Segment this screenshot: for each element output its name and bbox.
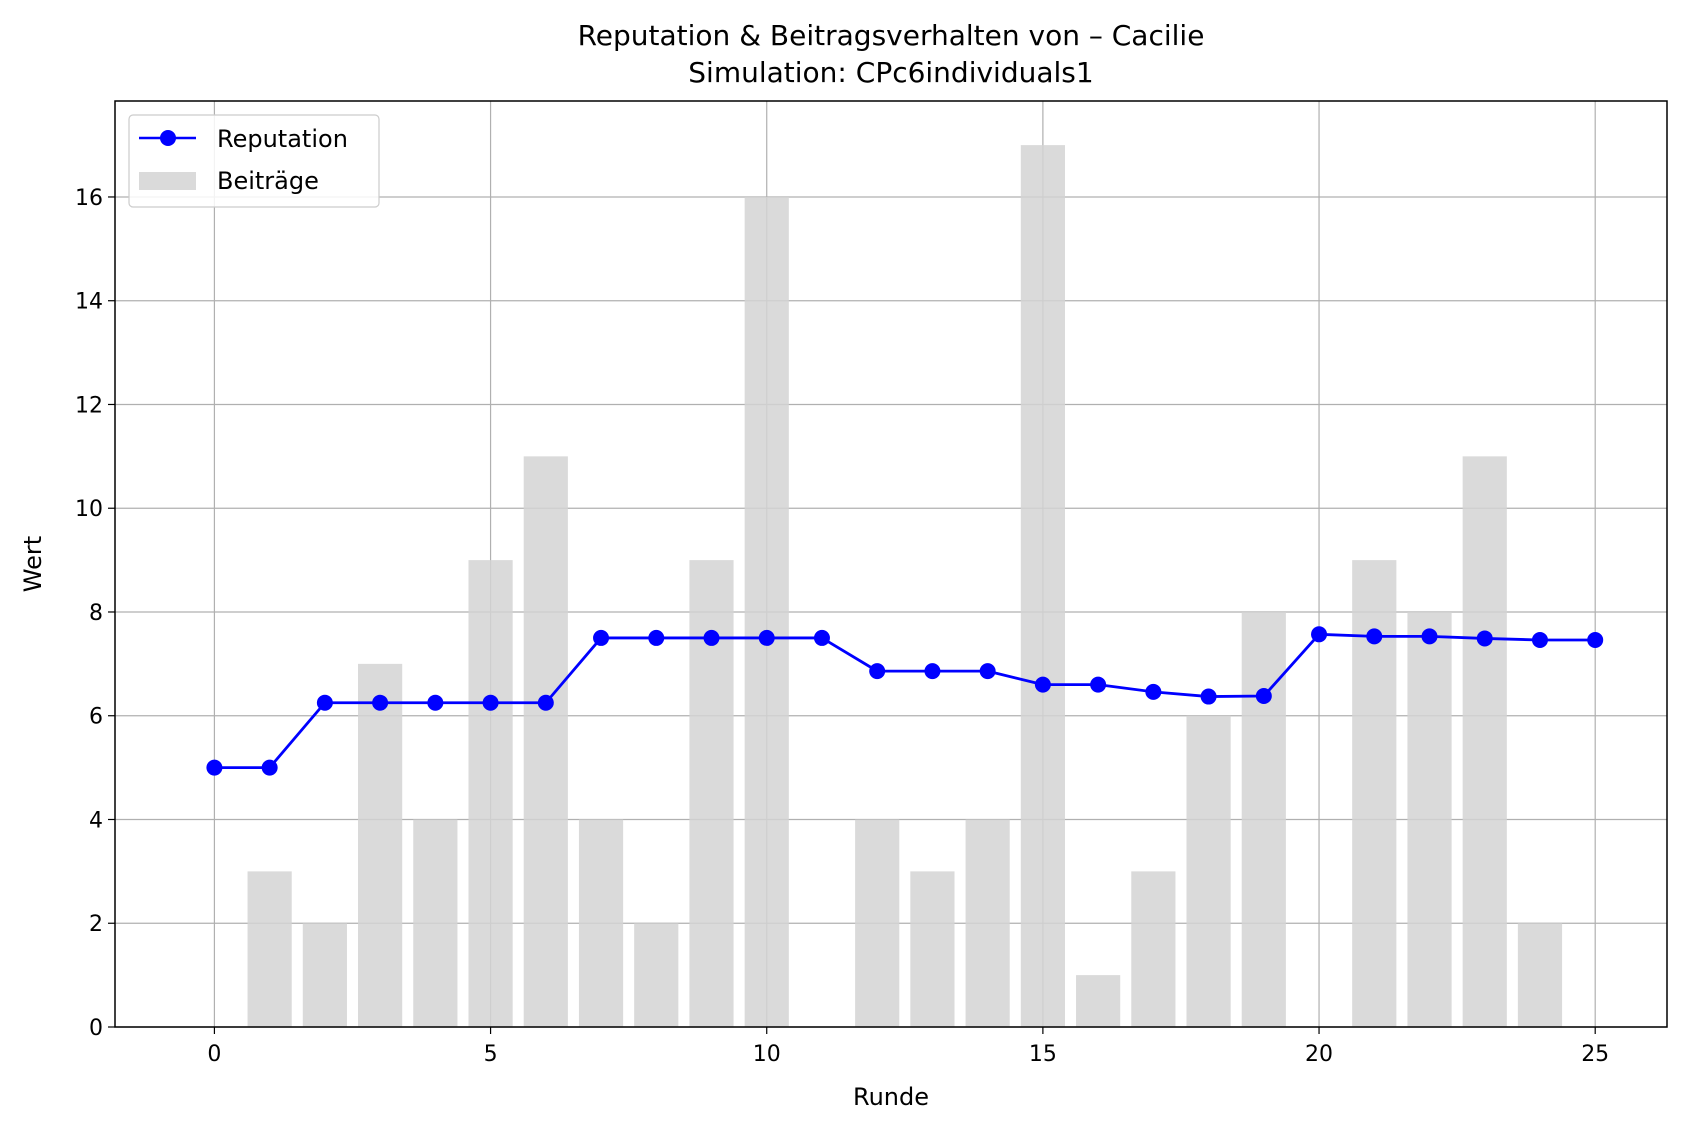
reputation-point	[648, 629, 665, 646]
reputation-point	[869, 663, 886, 680]
contribution-bar	[578, 819, 624, 1027]
reputation-point	[1531, 631, 1548, 648]
y-tick-label: 12	[75, 393, 103, 418]
contribution-bar	[1407, 611, 1452, 1027]
reputation-point	[813, 629, 830, 646]
reputation-point	[537, 694, 554, 711]
contribution-bar	[744, 196, 789, 1027]
y-tick-label: 16	[75, 186, 103, 211]
contribution-bar	[965, 819, 1010, 1027]
x-tick-label: 20	[1305, 1042, 1333, 1067]
reputation-point	[1476, 630, 1493, 647]
axis-ticks: 0 5 10 15 20 25 0 2 4 6 8 10 12 14 16	[75, 186, 1609, 1067]
x-axis-label: Runde	[853, 1083, 929, 1111]
x-tick-label: 10	[753, 1042, 781, 1067]
y-tick-label: 4	[89, 808, 103, 833]
reputation-point	[1145, 683, 1162, 700]
reputation-point	[1421, 628, 1438, 645]
contribution-bar	[1241, 611, 1286, 1027]
plot-frame	[114, 100, 1668, 1028]
reputation-point	[703, 629, 720, 646]
y-tick-label: 6	[89, 705, 103, 730]
reputation-line	[206, 626, 1604, 776]
reputation-point	[372, 694, 389, 711]
contribution-bar	[910, 871, 955, 1027]
legend-label-reputation: Reputation	[217, 125, 348, 153]
contribution-bar	[1186, 715, 1231, 1027]
reputation-point	[1090, 676, 1107, 693]
y-axis-label: Wert	[19, 536, 47, 592]
contribution-bar	[468, 560, 513, 1027]
reputation-point	[593, 629, 610, 646]
y-tick-label: 14	[75, 290, 103, 315]
x-tick-label: 0	[207, 1042, 221, 1067]
contribution-bar	[302, 923, 347, 1027]
x-tick-label: 15	[1029, 1042, 1057, 1067]
y-tick-label: 8	[89, 601, 103, 626]
y-tick-label: 10	[75, 497, 103, 522]
reputation-point	[979, 663, 996, 680]
reputation-point	[1200, 688, 1217, 705]
reputation-point	[1255, 688, 1272, 705]
reputation-point	[206, 759, 223, 776]
reputation-point	[758, 629, 775, 646]
reputation-polyline	[214, 632, 1596, 770]
x-tick-label: 5	[484, 1042, 498, 1067]
y-tick-label: 2	[89, 912, 103, 937]
chart-subtitle: Simulation: CPc6individuals1	[688, 56, 1093, 89]
legend-marker-reputation	[160, 130, 176, 146]
legend-label-contributions: Beiträge	[217, 167, 319, 195]
contribution-bar	[634, 923, 679, 1027]
contribution-bar	[1131, 871, 1176, 1027]
x-tick-label: 25	[1581, 1042, 1609, 1067]
contribution-bar	[855, 819, 900, 1027]
contribution-bar	[413, 819, 458, 1027]
contribution-bars	[247, 145, 1563, 1028]
reputation-point	[1587, 631, 1604, 648]
reputation-point	[924, 663, 941, 680]
contribution-bar	[1020, 145, 1065, 1028]
reputation-point	[261, 759, 278, 776]
legend: Reputation Beiträge	[128, 114, 380, 208]
contribution-bar	[523, 456, 568, 1028]
reputation-point	[316, 694, 333, 711]
contribution-bar	[1517, 923, 1563, 1027]
reputation-point	[1311, 626, 1328, 643]
contribution-bar	[1462, 456, 1507, 1028]
reputation-point	[482, 694, 499, 711]
reputation-point	[1366, 628, 1383, 645]
contribution-bar	[247, 871, 292, 1027]
chart-title: Reputation & Beitragsverhalten von – Cac…	[578, 19, 1205, 52]
contribution-bar	[358, 663, 403, 1027]
reputation-point	[427, 694, 444, 711]
legend-swatch-contributions	[139, 172, 196, 190]
reputation-point	[1034, 676, 1051, 693]
y-tick-label: 0	[89, 1016, 103, 1041]
contribution-bar	[1076, 975, 1121, 1027]
